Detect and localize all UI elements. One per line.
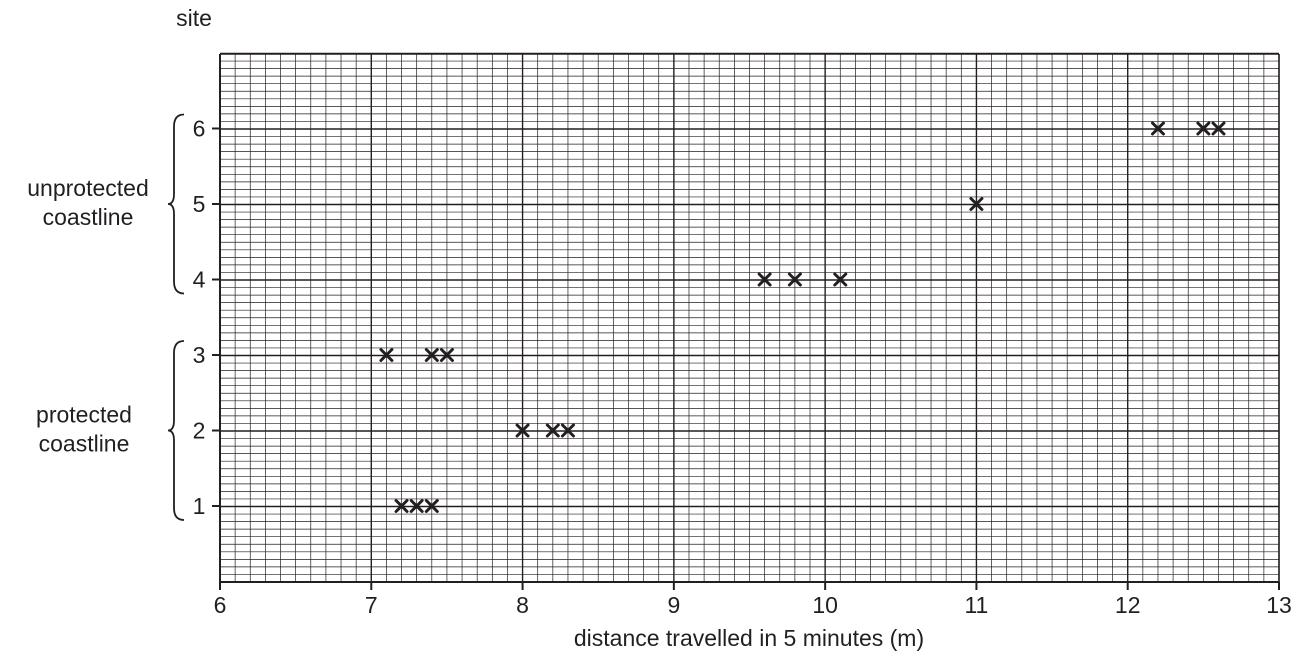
- marker-stroke: [409, 499, 424, 513]
- x-tick-label: 11: [964, 592, 988, 618]
- data-point-marker: [1211, 121, 1226, 136]
- y-tick-label: 2: [193, 418, 206, 444]
- marker-stroke: [1196, 121, 1211, 136]
- x-tick-label: 8: [516, 592, 529, 618]
- marker-stroke: [545, 423, 560, 438]
- marker-stroke: [379, 348, 394, 362]
- data-point-marker: [969, 197, 984, 211]
- group-label-line: coastline: [39, 431, 130, 457]
- marker-stroke: [969, 197, 984, 211]
- marker-stroke: [1150, 121, 1165, 136]
- y-tick-label: 1: [193, 493, 206, 519]
- data-point-marker: [424, 348, 439, 362]
- group-label-unprotected: unprotected coastline: [27, 175, 148, 230]
- data-point-marker: [1196, 121, 1211, 136]
- marker-stroke: [424, 348, 439, 362]
- x-tick-label: 13: [1266, 592, 1292, 618]
- group-label-protected: protected coastline: [36, 402, 132, 457]
- x-axis-label: distance travelled in 5 minutes (m): [574, 625, 924, 651]
- data-point-marker: [409, 499, 424, 513]
- group-label-line: unprotected: [27, 175, 148, 201]
- x-tick-label: 9: [667, 592, 680, 618]
- group-label-line: coastline: [43, 204, 134, 230]
- marker-stroke: [560, 423, 575, 438]
- axes: [212, 53, 1280, 590]
- data-point-marker: [787, 272, 802, 287]
- data-point-marker: [439, 348, 454, 362]
- data-point-marker: [424, 499, 439, 513]
- data-point-marker: [757, 272, 772, 287]
- data-markers: [379, 121, 1226, 513]
- y-tick-label: 5: [193, 191, 206, 217]
- marker-stroke: [439, 348, 454, 362]
- data-point-marker: [515, 423, 530, 438]
- marker-stroke: [424, 499, 439, 513]
- data-point-marker: [560, 423, 575, 438]
- data-point-marker: [379, 348, 394, 362]
- marker-stroke: [1211, 121, 1226, 136]
- group-label-line: protected: [36, 402, 132, 428]
- curly-brace: [167, 113, 185, 295]
- marker-stroke: [394, 499, 409, 513]
- y-tick-label: 3: [193, 342, 206, 368]
- x-tick-label: 12: [1115, 592, 1141, 618]
- x-tick-label: 10: [812, 592, 838, 618]
- curly-brace: [167, 340, 185, 521]
- marker-stroke: [833, 272, 848, 287]
- y-tick-label: 6: [193, 116, 206, 142]
- data-point-marker: [394, 499, 409, 513]
- marker-stroke: [787, 272, 802, 287]
- data-point-marker: [545, 423, 560, 438]
- marker-stroke: [515, 423, 530, 438]
- minor-gridlines: [220, 54, 1279, 582]
- y-tick-label: 4: [193, 267, 206, 293]
- x-tick-label: 7: [365, 592, 378, 618]
- group-brackets: [167, 113, 185, 521]
- x-tick-label: 6: [214, 592, 227, 618]
- data-point-marker: [833, 272, 848, 287]
- marker-stroke: [757, 272, 772, 287]
- data-point-marker: [1150, 121, 1165, 136]
- y-axis-label: site: [176, 5, 212, 31]
